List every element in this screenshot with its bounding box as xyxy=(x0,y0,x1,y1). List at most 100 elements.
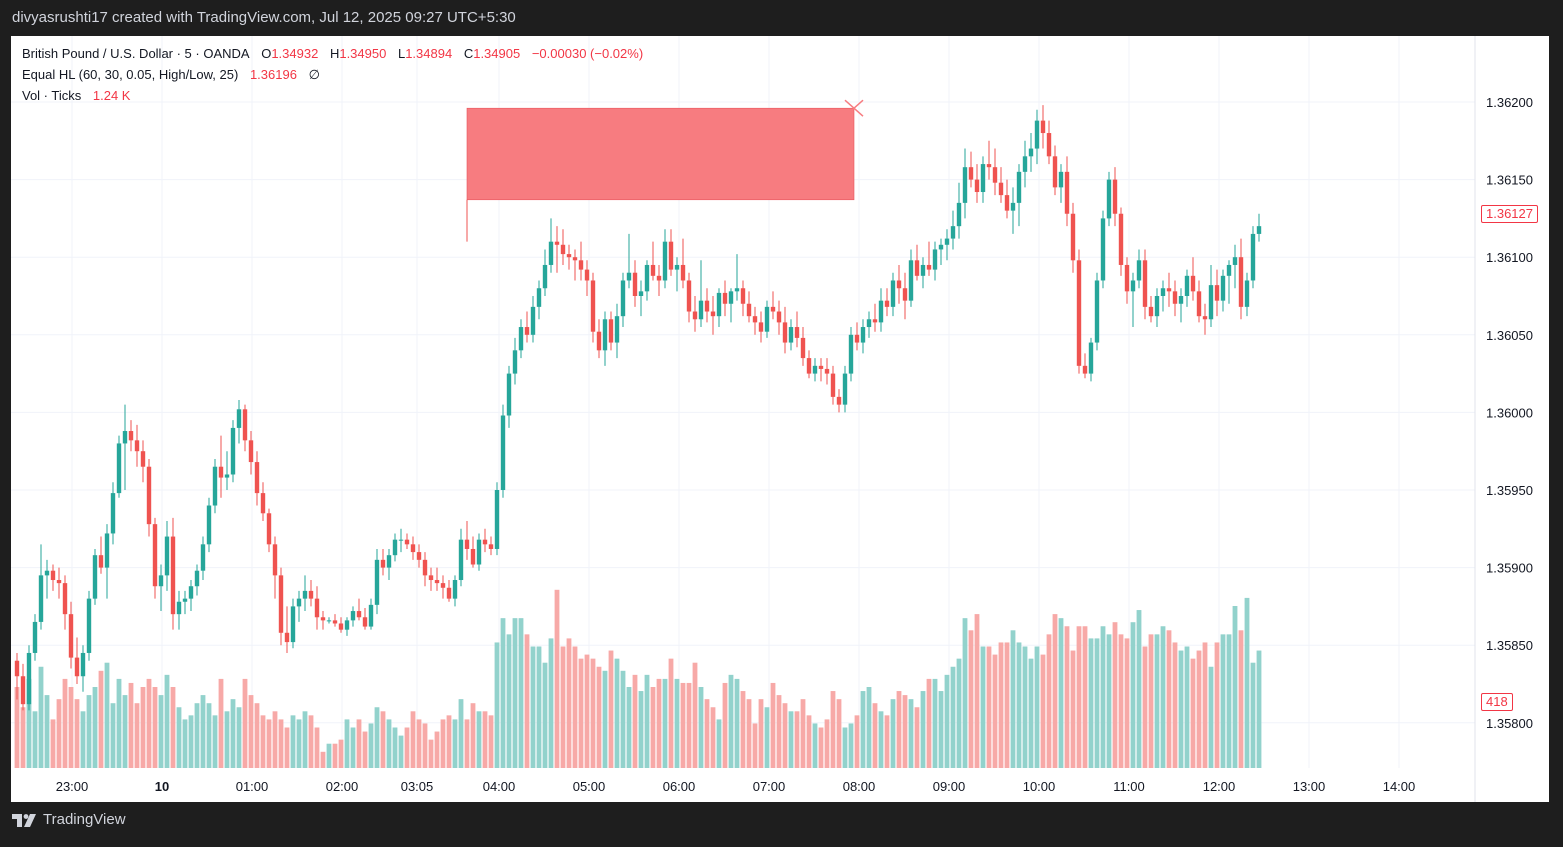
candle-body xyxy=(1004,195,1010,211)
volume-bar xyxy=(860,691,866,768)
candle-body xyxy=(710,311,716,317)
volume-bar xyxy=(566,638,572,768)
indicator-empty-symbol: ∅ xyxy=(308,67,320,82)
volume-bar xyxy=(68,687,74,768)
volume-bar xyxy=(680,682,686,768)
volume-bar xyxy=(512,618,518,768)
chart-header-title: divyasrushti17 created with TradingView.… xyxy=(12,9,516,26)
volume-bar xyxy=(524,634,530,768)
volume-bar xyxy=(1022,646,1028,768)
volume-bar xyxy=(1172,642,1178,768)
volume-bar xyxy=(1166,630,1172,768)
volume-bar xyxy=(416,719,422,768)
volume-bar xyxy=(1106,634,1112,768)
candle-body xyxy=(266,513,272,545)
candle-body xyxy=(842,373,848,405)
time-tick-label: 06:00 xyxy=(663,779,696,794)
volume-bar xyxy=(716,719,722,768)
candle-body xyxy=(782,322,788,343)
candle-body xyxy=(566,254,572,258)
candle-body xyxy=(902,288,908,301)
volume-bar xyxy=(146,678,152,768)
volume-bar xyxy=(266,719,272,768)
volume-bar xyxy=(638,691,644,768)
volume-bar xyxy=(950,666,956,768)
volume-bar xyxy=(896,691,902,768)
volume-bar xyxy=(260,715,266,768)
volume-bar xyxy=(1136,610,1142,768)
candle-body xyxy=(1244,280,1250,307)
volume-bar xyxy=(1178,650,1184,768)
volume-bar xyxy=(1052,614,1058,768)
volume-bar xyxy=(872,703,878,768)
candle-body xyxy=(218,466,224,478)
volume-bar xyxy=(1220,634,1226,768)
candle-body xyxy=(56,580,62,584)
low-label: L xyxy=(397,46,406,61)
volume-bar xyxy=(1034,646,1040,768)
legend-indicator-row[interactable]: Equal HL (60, 30, 0.05, High/Low, 25) 1.… xyxy=(22,67,320,83)
candle-body xyxy=(764,306,770,332)
volume-bar xyxy=(752,723,758,768)
volume-bar xyxy=(302,711,308,768)
high-label: H xyxy=(329,46,340,61)
volume-bar xyxy=(692,662,698,768)
candle-body xyxy=(656,275,662,281)
indicator-name: Equal HL (60, 30, 0.05, High/Low, 25) xyxy=(22,67,239,82)
volume-bar xyxy=(686,682,692,768)
volume-bar xyxy=(824,719,830,768)
candle-body xyxy=(914,260,920,276)
volume-bar xyxy=(38,666,44,768)
candle-body xyxy=(734,288,740,292)
candle-body xyxy=(938,244,944,250)
volume-bar xyxy=(908,699,914,768)
volume-bar xyxy=(920,691,926,768)
volume-bar xyxy=(632,674,638,768)
candle-body xyxy=(242,409,248,441)
time-tick-label: 23:00 xyxy=(56,779,89,794)
candle-body xyxy=(464,539,470,549)
time-tick-label: 08:00 xyxy=(843,779,876,794)
volume-bar xyxy=(464,719,470,768)
volume-bar xyxy=(362,731,368,768)
candle-body xyxy=(68,614,74,658)
volume-bar xyxy=(1196,650,1202,768)
volume-bar xyxy=(548,638,554,768)
volume-bar xyxy=(206,703,212,768)
volume-bar xyxy=(818,727,824,768)
candle-body xyxy=(1112,179,1118,214)
tradingview-brand[interactable]: TradingView xyxy=(12,811,126,828)
candle-body xyxy=(164,536,170,576)
candle-body xyxy=(728,291,734,304)
candle-body xyxy=(1046,133,1052,157)
volume-bar xyxy=(458,699,464,768)
volume-bar xyxy=(962,618,968,768)
volume-bar xyxy=(1142,646,1148,768)
legend-volume-row[interactable]: Vol · Ticks 1.24 K xyxy=(22,88,130,103)
candle-body xyxy=(572,257,578,261)
last-price-tag: 1.36127 xyxy=(1481,205,1538,223)
volume-bar xyxy=(596,666,602,768)
volume-bar xyxy=(560,646,566,768)
volume-bar xyxy=(968,630,974,768)
volume-bar xyxy=(812,723,818,768)
volume-bar xyxy=(506,634,512,768)
candle-body xyxy=(650,264,656,276)
volume-bar xyxy=(800,699,806,768)
candle-body xyxy=(32,621,38,653)
volume-bar xyxy=(80,711,86,768)
volume-bar xyxy=(182,719,188,768)
legend-symbol-row: British Pound / U.S. Dollar · 5 · OANDA … xyxy=(22,46,643,61)
volume-bar xyxy=(242,678,248,768)
volume-bar xyxy=(122,695,128,768)
candle-body xyxy=(1136,260,1142,281)
candle-body xyxy=(494,490,500,549)
volume-bar xyxy=(368,723,374,768)
volume-bar xyxy=(500,618,506,768)
volume-bar xyxy=(662,678,668,768)
volume-bar xyxy=(20,707,26,768)
candle-body xyxy=(1082,365,1088,374)
candle-body xyxy=(392,539,398,556)
candle-body xyxy=(794,327,800,338)
